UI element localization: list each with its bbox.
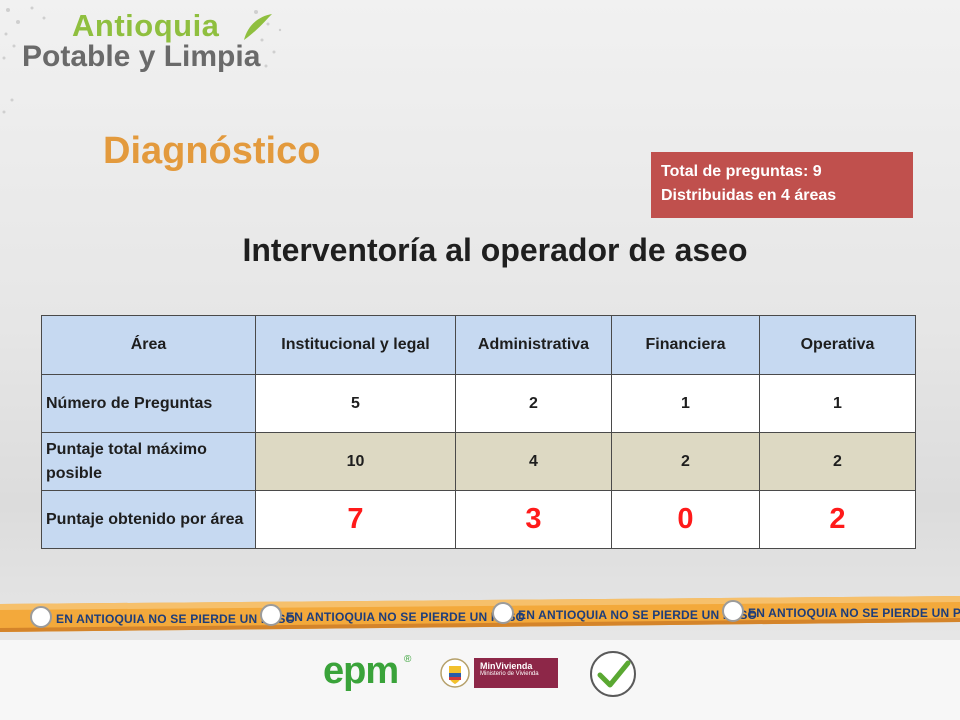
footer-logos: epm ® MinVivienda Ministerio de Vivienda: [0, 640, 960, 720]
ribbon-seal-icon: [30, 606, 52, 628]
summary-box: Total de preguntas: 9 Distribuidas en 4 …: [651, 152, 913, 218]
epm-registered-mark: ®: [404, 654, 412, 665]
table-cell: 2: [455, 374, 612, 433]
score-table: Área Institucional y legal Administrativ…: [41, 315, 916, 549]
education-seal-icon: [590, 651, 636, 697]
ribbon-band-icon: [0, 596, 960, 632]
column-header-area: Área: [41, 315, 256, 375]
table-cell: 7: [255, 490, 456, 549]
table-cell: 10: [255, 432, 456, 491]
ribbon-text: EN ANTIOQUIA NO SE PIERDE UN PESO: [286, 610, 526, 624]
table-cell: 2: [611, 432, 760, 491]
row-label-max-score: Puntaje total máximo posible: [41, 432, 256, 491]
table-cell: 5: [255, 374, 456, 433]
section-title: Diagnóstico: [103, 130, 321, 172]
table-cell: 1: [759, 374, 916, 433]
minvivienda-subtitle: Ministerio de Vivienda: [480, 671, 539, 677]
page-title: Interventoría al operador de aseo: [242, 232, 748, 268]
table-cell: 2: [759, 490, 916, 549]
table-cell: 3: [455, 490, 612, 549]
campaign-ribbon: EN ANTIOQUIA NO SE PIERDE UN PESO EN ANT…: [0, 588, 960, 638]
table-cell: 2: [759, 432, 916, 491]
column-header-administrativa: Administrativa: [455, 315, 612, 375]
summary-total: Total de preguntas: 9: [661, 163, 822, 180]
crest-icon: [440, 658, 470, 688]
row-label-questions: Número de Preguntas: [41, 374, 256, 433]
table-row: Número de Preguntas 5 2 1 1: [41, 374, 916, 433]
column-header-financiera: Financiera: [611, 315, 760, 375]
brand-line-1: Antioquia: [72, 8, 220, 43]
table-cell: 0: [611, 490, 760, 549]
table-row: Puntaje obtenido por área 7 3 0 2: [41, 490, 916, 549]
ribbon-text: EN ANTIOQUIA NO SE PIERDE UN PESO: [748, 606, 960, 620]
epm-logo: epm: [323, 650, 399, 692]
ribbon-seal-icon: [260, 604, 282, 626]
ribbon-seal-icon: [492, 602, 514, 624]
table-cell: 4: [455, 432, 612, 491]
brand-line-2: Potable y Limpia: [22, 40, 261, 73]
minvivienda-name: MinVivienda: [480, 661, 533, 671]
table-header-row: Área Institucional y legal Administrativ…: [41, 315, 916, 375]
column-header-institucional: Institucional y legal: [255, 315, 456, 375]
column-header-operativa: Operativa: [759, 315, 916, 375]
minvivienda-logo: MinVivienda Ministerio de Vivienda: [474, 658, 558, 688]
row-label-obtained-score: Puntaje obtenido por área: [41, 490, 256, 549]
table-cell: 1: [611, 374, 760, 433]
summary-areas: Distribuidas en 4 áreas: [661, 187, 837, 204]
ribbon-text: EN ANTIOQUIA NO SE PIERDE UN PESO: [56, 612, 296, 626]
leaf-swoosh-icon: [244, 14, 272, 40]
ribbon-text: EN ANTIOQUIA NO SE PIERDE UN PESO: [518, 608, 758, 622]
table-row: Puntaje total máximo posible 10 4 2 2: [41, 432, 916, 491]
ribbon-seal-icon: [722, 600, 744, 622]
